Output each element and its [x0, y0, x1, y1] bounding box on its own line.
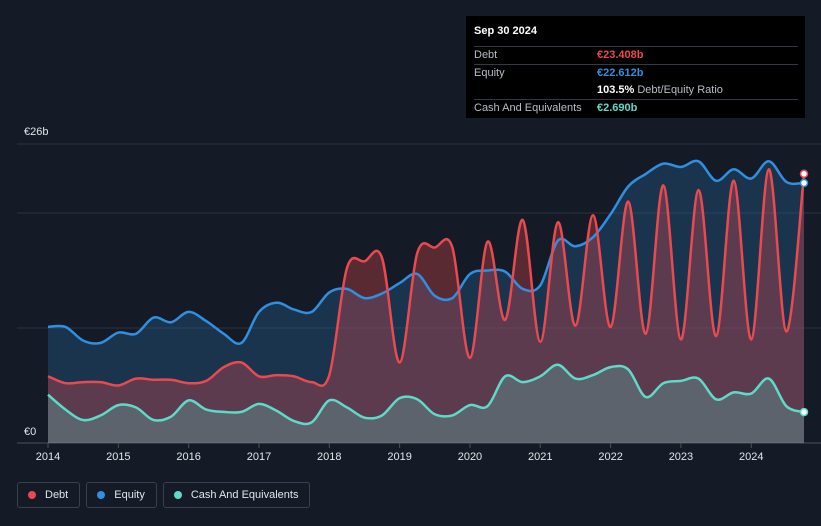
x-tick-label: 2019	[387, 451, 411, 463]
tooltip-ratio-suffix: Debt/Equity Ratio	[637, 84, 723, 96]
x-tick-label: 2022	[598, 451, 622, 463]
line-debt	[47, 168, 806, 387]
x-tick-label: 2016	[176, 451, 200, 463]
area-cash-and-equivalents	[48, 364, 804, 443]
x-tick-label: 2021	[528, 451, 552, 463]
tooltip-debt-label: Debt	[474, 49, 498, 61]
line-cash-and-equivalents	[47, 363, 805, 426]
legend-label-cash: Cash And Equivalents	[190, 489, 299, 501]
chart-areas	[48, 160, 804, 444]
tooltip-cash-label: Cash And Equivalents	[474, 102, 582, 114]
end-marker-cash-and-equivalents	[799, 407, 809, 417]
x-tick-label: 2018	[317, 451, 341, 463]
x-axis-ticks: 2014 2015 2016 2017 2018 2019 2020 2021 2022 2023…	[36, 443, 763, 463]
y-axis-bottom-label: €0	[24, 426, 36, 438]
x-tick-label: 2017	[247, 451, 271, 463]
area-equity	[48, 160, 804, 443]
x-tick-label: 2015	[106, 451, 130, 463]
x-tick-label: 2014	[36, 451, 60, 463]
tooltip-row-ratio: 103.5% Debt/Equity Ratio	[474, 82, 798, 99]
tooltip-date: Sep 30 2024	[474, 25, 537, 37]
tooltip-row-cash: Cash And Equivalents €2.690b	[474, 99, 798, 117]
chart-legend: Debt Equity Cash And Equivalents	[17, 482, 311, 508]
tooltip-equity-label: Equity	[474, 67, 505, 79]
legend-label-equity: Equity	[114, 489, 145, 501]
tooltip-ratio-value: 103.5%	[597, 84, 635, 96]
legend-dot-debt-icon	[28, 491, 36, 499]
x-tick-label: 2024	[739, 451, 763, 463]
legend-dot-cash-icon	[173, 491, 182, 499]
tooltip-cash-value: €2.690b	[597, 102, 638, 114]
tooltip-debt-value: €23.408b	[597, 49, 644, 61]
chart-grid	[17, 143, 821, 444]
line-equity	[47, 159, 805, 345]
legend-item-equity[interactable]: Equity	[86, 482, 157, 508]
end-marker-equity	[799, 178, 809, 188]
y-axis-top-label: €26b	[24, 126, 48, 138]
chart-lines	[47, 159, 806, 426]
x-tick-label: 2023	[669, 451, 693, 463]
area-debt	[48, 169, 804, 444]
legend-item-debt[interactable]: Debt	[17, 482, 81, 508]
tooltip-equity-value: €22.612b	[597, 67, 644, 79]
tooltip-row-equity: Equity €22.612b	[474, 64, 798, 82]
legend-dot-equity-icon	[97, 491, 106, 499]
legend-label-debt: Debt	[45, 489, 69, 501]
tooltip-ratio-label	[474, 82, 597, 99]
chart-end-markers	[799, 169, 809, 417]
end-marker-debt	[799, 169, 809, 179]
chart-tooltip: Sep 30 2024 Debt €23.408b Equity €22.612…	[466, 16, 805, 118]
x-tick-label: 2020	[458, 451, 482, 463]
legend-item-cash[interactable]: Cash And Equivalents	[162, 482, 311, 508]
tooltip-row-debt: Debt €23.408b	[474, 46, 798, 64]
